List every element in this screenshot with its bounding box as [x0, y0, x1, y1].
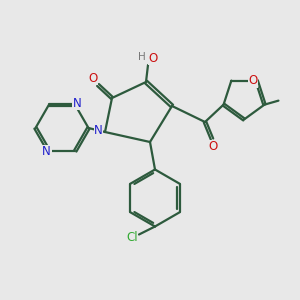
- Text: N: N: [94, 124, 103, 137]
- Text: H: H: [138, 52, 146, 62]
- Text: O: O: [148, 52, 158, 64]
- Text: N: N: [73, 97, 82, 110]
- Text: O: O: [208, 140, 217, 154]
- Text: N: N: [42, 146, 51, 158]
- Text: O: O: [88, 71, 98, 85]
- Text: Cl: Cl: [126, 231, 138, 244]
- Text: O: O: [248, 74, 258, 87]
